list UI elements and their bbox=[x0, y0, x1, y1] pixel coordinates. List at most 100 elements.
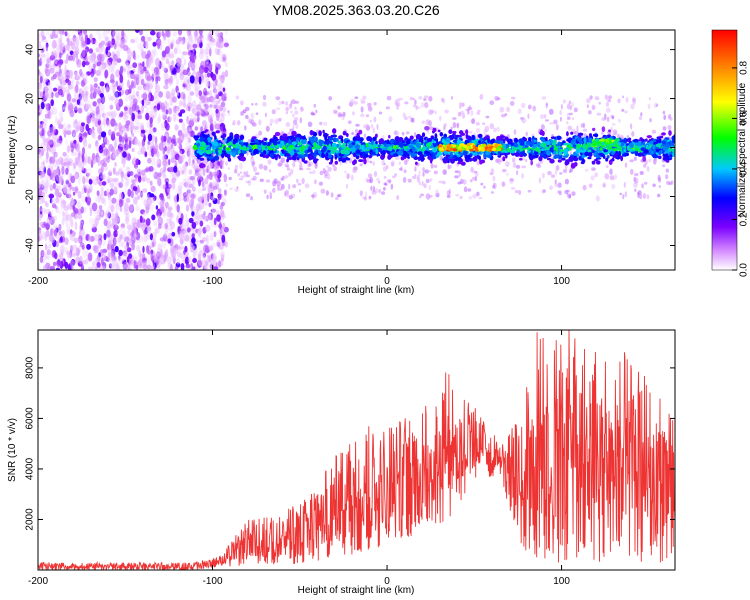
heatmap-cell bbox=[275, 96, 281, 101]
heatmap-cell bbox=[90, 52, 97, 62]
heatmap-cell bbox=[242, 109, 247, 114]
heatmap-cell bbox=[214, 177, 219, 186]
heatmap-cell bbox=[161, 105, 166, 113]
heatmap-cell bbox=[190, 52, 195, 60]
heatmap-cell bbox=[605, 165, 609, 168]
heatmap-cell bbox=[638, 116, 643, 121]
heatmap-cell bbox=[493, 182, 497, 190]
heatmap-cell bbox=[54, 205, 58, 210]
heatmap-cell bbox=[125, 94, 129, 102]
heatmap-cell bbox=[216, 114, 220, 121]
heatmap-cell bbox=[292, 184, 297, 189]
heatmap-cell bbox=[59, 42, 65, 51]
heatmap-cell bbox=[92, 63, 96, 70]
heatmap-cell bbox=[38, 90, 41, 99]
heatmap-cell bbox=[204, 156, 208, 161]
heatmap-cell bbox=[153, 253, 158, 263]
heatmap-cell bbox=[376, 123, 379, 130]
heatmap-cell bbox=[292, 124, 295, 131]
heatmap-cell bbox=[76, 214, 83, 220]
heatmap-cell bbox=[380, 191, 386, 195]
heatmap-cell bbox=[189, 91, 195, 96]
heatmap-cell bbox=[611, 123, 616, 126]
heatmap-cell bbox=[80, 122, 86, 127]
heatmap-cell bbox=[562, 154, 569, 158]
heatmap-cell bbox=[98, 205, 103, 210]
heatmap-cell bbox=[102, 173, 106, 181]
heatmap-cell bbox=[197, 36, 202, 44]
heatmap-cell bbox=[204, 51, 208, 57]
heatmap-cell bbox=[631, 131, 635, 137]
heatmap-cell bbox=[91, 130, 96, 139]
heatmap-cell bbox=[553, 147, 559, 151]
heatmap-cell bbox=[154, 96, 160, 105]
heatmap-cell bbox=[187, 126, 193, 132]
heatmap-cell bbox=[76, 75, 81, 80]
heatmap-cell bbox=[61, 217, 65, 226]
heatmap-cell bbox=[199, 220, 204, 227]
heatmap-cell bbox=[122, 236, 127, 245]
heatmap-cell bbox=[137, 65, 141, 74]
heatmap-cell bbox=[297, 183, 302, 186]
heatmap-cell bbox=[267, 159, 272, 165]
heatmap-cell bbox=[51, 173, 56, 182]
heatmap-cell bbox=[228, 176, 232, 181]
heatmap-cell bbox=[366, 179, 371, 183]
heatmap-cell bbox=[271, 109, 276, 115]
heatmap-cell bbox=[157, 213, 161, 220]
heatmap-cell bbox=[347, 120, 352, 124]
heatmap-cell bbox=[557, 159, 562, 163]
heatmap-cell bbox=[69, 110, 75, 118]
heatmap-cell bbox=[648, 97, 651, 101]
heatmap-cell bbox=[178, 48, 182, 55]
heatmap-cell bbox=[202, 265, 206, 270]
heatmap-cell bbox=[137, 43, 142, 51]
heatmap-cell bbox=[112, 259, 118, 267]
heatmap-cell bbox=[101, 197, 106, 204]
heatmap-cell bbox=[366, 136, 372, 142]
heatmap-cell bbox=[285, 122, 291, 127]
heatmap-cell bbox=[41, 182, 48, 191]
heatmap-cell bbox=[167, 38, 171, 48]
heatmap-cell bbox=[160, 124, 165, 132]
heatmap-cell bbox=[424, 126, 430, 131]
heatmap-cell bbox=[164, 185, 170, 195]
heatmap-cell bbox=[353, 101, 358, 105]
heatmap-cell bbox=[300, 107, 304, 112]
heatmap-cell bbox=[114, 217, 121, 222]
heatmap-cell bbox=[220, 113, 224, 117]
heatmap-cell bbox=[213, 231, 217, 238]
heatmap-cell bbox=[68, 84, 74, 90]
heatmap-cell bbox=[430, 163, 434, 169]
heatmap-cell bbox=[252, 166, 257, 172]
heatmap-cell bbox=[108, 263, 113, 269]
heatmap-cell bbox=[51, 39, 57, 49]
heatmap-cell bbox=[661, 140, 667, 145]
heatmap-cell bbox=[105, 212, 109, 220]
heatmap-cell bbox=[171, 138, 176, 145]
heatmap-cell bbox=[170, 150, 174, 159]
heatmap-cell bbox=[409, 96, 414, 101]
heatmap-cell bbox=[254, 172, 260, 176]
heatmap-cell bbox=[76, 99, 81, 105]
heatmap-cell bbox=[73, 207, 78, 213]
heatmap-cell bbox=[422, 171, 425, 177]
heatmap-cell bbox=[60, 202, 64, 212]
heatmap-cell bbox=[118, 129, 124, 136]
heatmap-cell bbox=[170, 244, 176, 253]
heatmap-cell bbox=[164, 100, 168, 108]
heatmap-cell bbox=[601, 126, 606, 133]
heatmap-cell bbox=[284, 162, 289, 168]
heatmap-cell bbox=[99, 210, 104, 215]
heatmap-cell bbox=[60, 32, 63, 40]
heatmap-cell bbox=[528, 104, 532, 110]
heatmap-cell bbox=[335, 197, 339, 200]
heatmap-cell bbox=[140, 190, 143, 198]
heatmap-cell bbox=[115, 202, 120, 211]
heatmap-cell bbox=[145, 71, 151, 81]
heatmap-cell bbox=[115, 219, 118, 228]
heatmap-cell bbox=[605, 157, 609, 162]
heatmap-cell bbox=[138, 111, 142, 120]
heatmap-cell bbox=[251, 136, 257, 140]
